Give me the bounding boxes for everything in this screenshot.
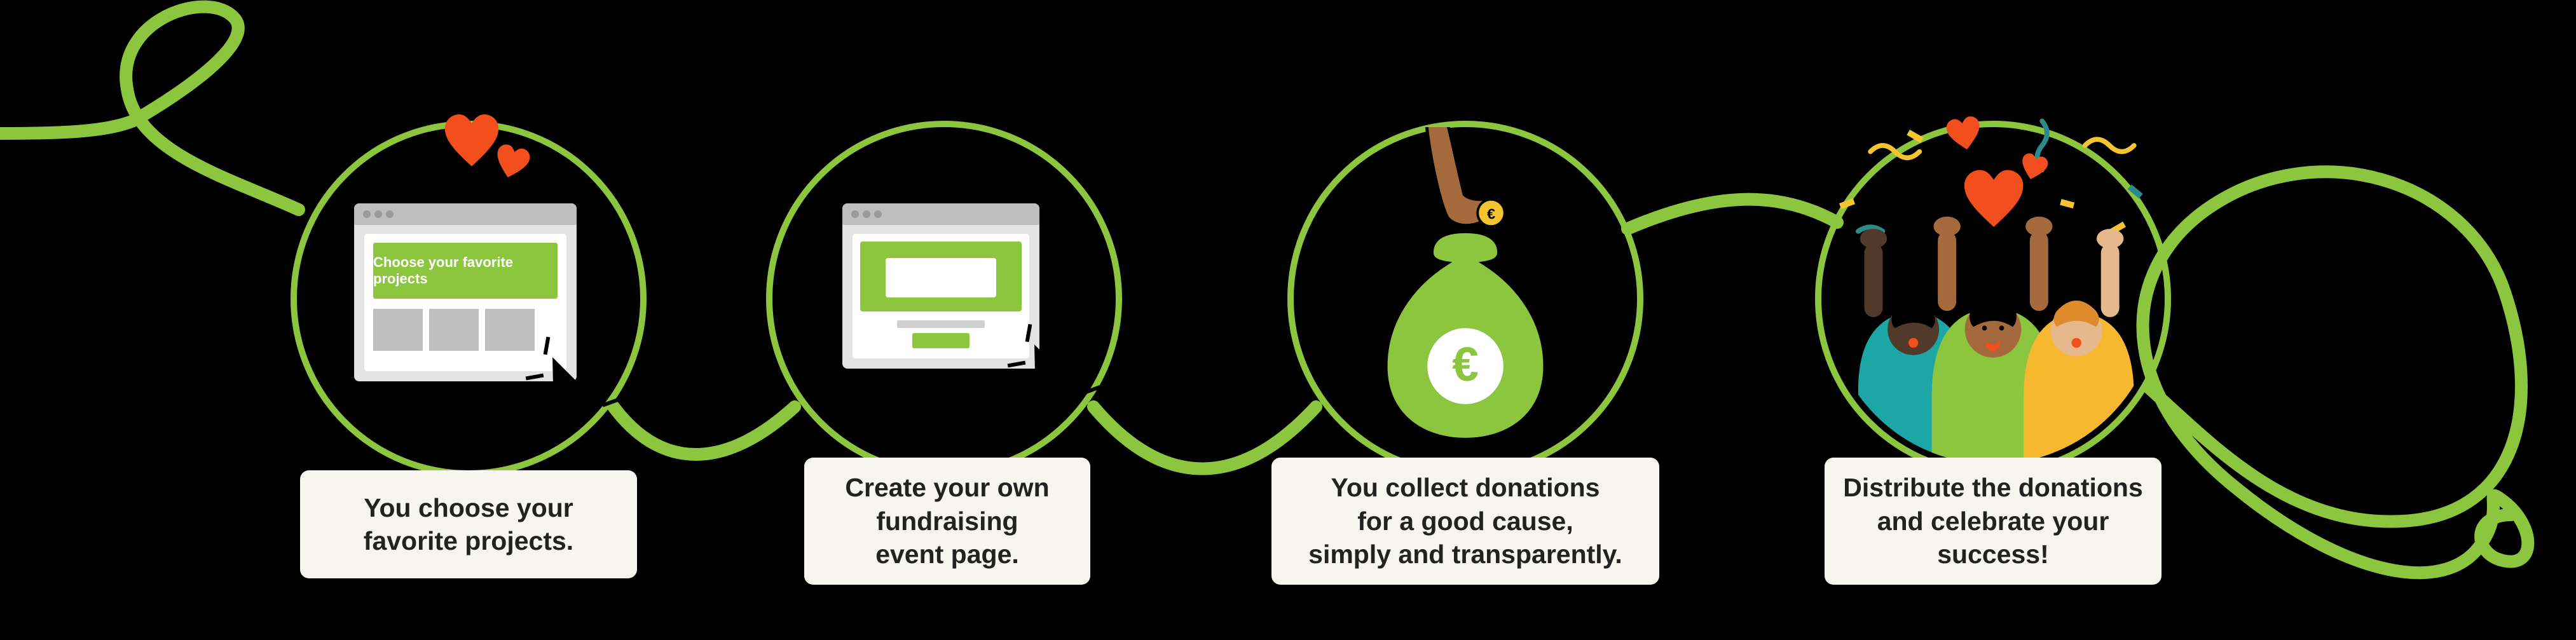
step-3-illustration: € €	[1294, 127, 1637, 470]
hand-icon: €	[1426, 127, 1504, 226]
project-thumbnail	[429, 309, 479, 351]
step-1-illustration: Choose your favorite projects	[297, 127, 640, 470]
form-button	[912, 333, 969, 348]
browser-chrome	[842, 203, 1039, 225]
infographic-stage: Choose your favorite projects You c	[0, 0, 2576, 640]
step-2-circle	[766, 121, 1122, 477]
heart-icon	[443, 114, 500, 172]
window-dot-icon	[363, 210, 371, 218]
step-3-caption: You collect donationsfor a good cause,si…	[1271, 458, 1659, 585]
step-4-circle	[1815, 121, 2171, 477]
cursor-icon	[1001, 318, 1109, 413]
project-thumbnail	[373, 309, 423, 351]
step-1-caption: You choose yourfavorite projects.	[300, 470, 637, 578]
step-4-caption: Distribute the donationsand celebrate yo…	[1825, 458, 2162, 585]
euro-symbol: €	[1452, 337, 1479, 391]
page-banner: Choose your favorite projects	[373, 243, 558, 299]
page-panel	[886, 258, 996, 297]
form-bar	[897, 320, 985, 328]
step-2-illustration	[772, 127, 1116, 470]
window-dot-icon	[374, 210, 382, 218]
step-3-circle: € €	[1287, 121, 1643, 477]
window-dot-icon	[874, 210, 882, 218]
window-dot-icon	[863, 210, 870, 218]
cursor-icon	[519, 330, 627, 426]
svg-text:€: €	[1487, 206, 1495, 222]
heart-icon	[1945, 115, 2050, 227]
step-2-caption: Create your ownfundraisingevent page.	[804, 458, 1090, 585]
window-dot-icon	[851, 210, 859, 218]
money-bag-icon: €	[1386, 231, 1545, 440]
browser-chrome	[354, 203, 577, 225]
step-4-illustration	[1821, 127, 2165, 470]
step-1-circle: Choose your favorite projects	[291, 121, 647, 477]
window-dot-icon	[386, 210, 394, 218]
